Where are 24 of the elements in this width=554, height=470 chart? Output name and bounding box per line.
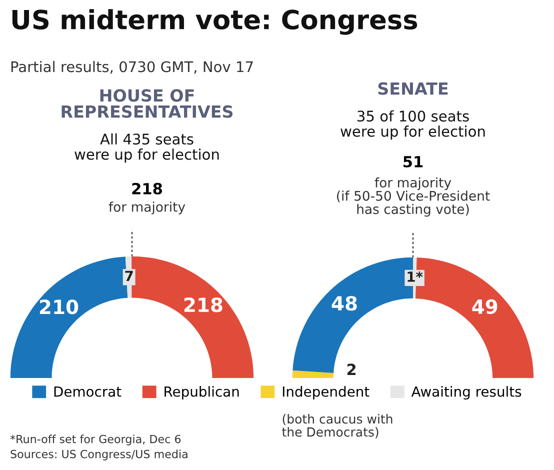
text: 218 bbox=[132, 182, 162, 194]
legend-label: Republican bbox=[164, 386, 239, 400]
data-label: 210 bbox=[40, 300, 78, 314]
data-label: 1* bbox=[408, 271, 423, 282]
chart-title: SENATE bbox=[378, 82, 448, 95]
data-label: 48 bbox=[332, 296, 357, 311]
data-label: 2 bbox=[347, 364, 356, 375]
chart-subtitle: All 435 seats were up for election bbox=[74, 133, 219, 163]
data-label: 218 bbox=[184, 297, 222, 312]
chart-title: HOUSE OF REPRESENTATIVES bbox=[62, 89, 233, 118]
legend-label: Independent bbox=[282, 386, 370, 400]
legend-label: Democrat bbox=[54, 386, 122, 397]
chart-subtitle: 35 of 100 seats were up for election bbox=[340, 110, 485, 140]
text: (both caucus with the Democrats) bbox=[282, 414, 392, 438]
text: Partial results, 0730 GMT, Nov 17 bbox=[11, 60, 253, 74]
text: for majority (if 50-50 Vice-President has casting vote) bbox=[337, 177, 490, 217]
legend-label: Awaiting results bbox=[411, 386, 522, 400]
text: 51 bbox=[404, 156, 423, 168]
text: US midterm vote: Congress bbox=[12, 9, 418, 35]
text: for majority bbox=[108, 202, 186, 214]
data-label: 49 bbox=[472, 299, 498, 314]
data-label: 7 bbox=[125, 270, 133, 281]
source-note: Sources: US Congress/US media bbox=[10, 450, 188, 460]
text: *Run-off set for Georgia, Dec 6 bbox=[10, 434, 181, 446]
